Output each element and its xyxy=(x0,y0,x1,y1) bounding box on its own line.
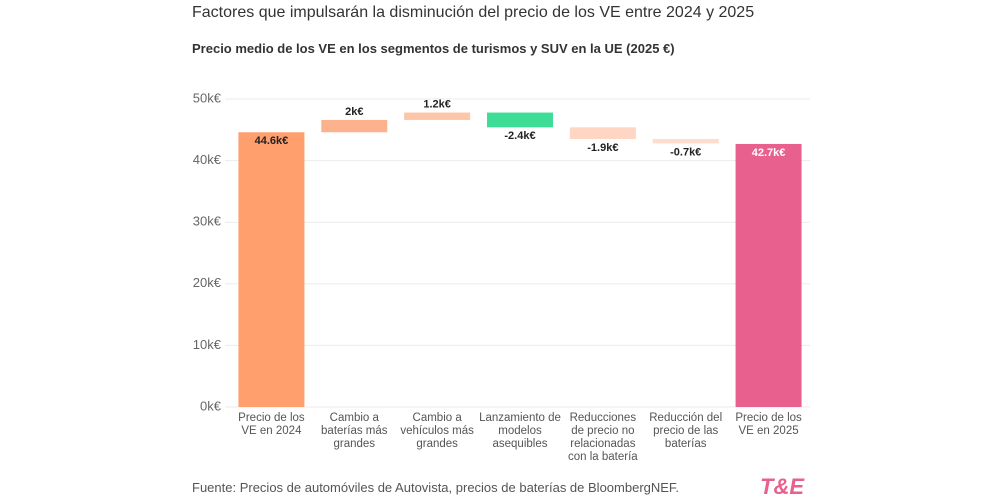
bar xyxy=(404,112,471,120)
bar xyxy=(238,132,305,407)
value-label: -0.7k€ xyxy=(670,146,701,158)
y-tick-label: 20k€ xyxy=(193,275,222,290)
x-tick-label: Lanzamiento de modelos asequibles xyxy=(479,412,561,450)
y-tick-label: 50k€ xyxy=(193,90,222,105)
bar xyxy=(735,143,802,407)
value-label: -1.9k€ xyxy=(587,142,618,154)
x-tick-label: Reducciones de precio no relacionadas co… xyxy=(568,412,638,463)
source: Fuente: Precios de automóviles de Autovi… xyxy=(192,480,680,495)
bar xyxy=(487,112,553,128)
x-tick-label: Reducción del precio de las baterías xyxy=(649,412,723,450)
y-tick-label: 40k€ xyxy=(193,152,222,167)
bar xyxy=(321,119,388,133)
bar xyxy=(569,127,636,140)
chart-title: Factores que impulsarán la disminución d… xyxy=(192,4,755,21)
y-tick-label: 0k€ xyxy=(200,398,222,413)
x-tick-label: Precio de los VE en 2024 xyxy=(238,412,305,437)
chart-subtitle: Precio medio de los VE en los segmentos … xyxy=(192,41,675,56)
x-tick-label: Cambio a vehículos más grandes xyxy=(400,412,474,450)
y-tick-label: 30k€ xyxy=(193,214,222,229)
value-label: 42.7k€ xyxy=(752,147,786,159)
logo: T&E xyxy=(760,474,804,499)
x-tick-label: Precio de los VE en 2025 xyxy=(735,412,802,437)
value-label: 44.6k€ xyxy=(255,135,289,147)
y-tick-label: 10k€ xyxy=(193,337,222,352)
value-label: 1.2k€ xyxy=(423,98,451,110)
x-tick-label: Cambio a baterías más grandes xyxy=(321,412,388,450)
value-label: 2k€ xyxy=(345,106,363,118)
bar xyxy=(652,139,719,144)
value-label: -2.4k€ xyxy=(504,130,535,142)
